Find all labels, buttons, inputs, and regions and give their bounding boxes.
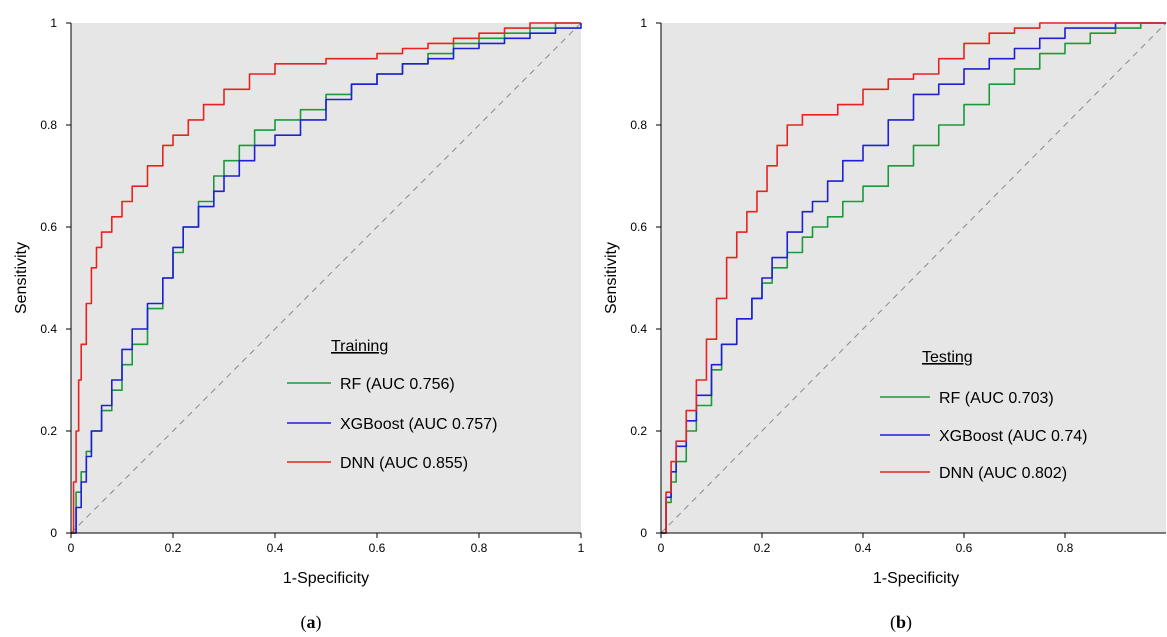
- y-tick-label-b-5: 1: [640, 16, 647, 30]
- series-line-a-3: [71, 22, 581, 534]
- x-tick-label-a-2: 0.4: [267, 541, 284, 555]
- y-tick-label-b-3: 0.6: [630, 220, 647, 234]
- x-tick-label-a-4: 0.8: [471, 541, 488, 555]
- y-ticks-b: 0 0.2 0.4 0.6 0.8 1: [630, 16, 661, 540]
- legend-a: RF (AUC 0.756) XGBoost (AUC 0.757) DNN (AU…: [287, 376, 497, 472]
- y-tick-label-a-3: 0.6: [40, 220, 57, 234]
- y-tick-label-b-4: 0.8: [630, 118, 647, 132]
- x-tick-label-a-1: 0.2: [165, 541, 182, 555]
- series-line-b-2: [661, 22, 1166, 534]
- legend-label-b-3: DNN (AUC 0.802): [939, 465, 1067, 482]
- x-tick-label-a-5: 1: [578, 541, 585, 555]
- x-axis-title-b: 1-Specificity: [873, 570, 959, 587]
- legend-label-b-1: RF (AUC 0.703): [939, 390, 1054, 407]
- x-tick-label-b-3: 0.6: [956, 541, 973, 555]
- x-tick-label-b-1: 0.2: [754, 541, 771, 555]
- legend-label-a-1: RF (AUC 0.756): [340, 376, 455, 393]
- panel-letter-a: a: [307, 612, 316, 632]
- x-tick-label-b-0: 0: [658, 541, 665, 555]
- y-axis-title-b: Sensitivity: [603, 242, 620, 314]
- y-tick-label-a-2: 0.4: [40, 322, 57, 336]
- panel-label-a: (a): [301, 612, 322, 633]
- x-tick-label-b-4: 0.8: [1057, 541, 1074, 555]
- legend-label-a-2: XGBoost (AUC 0.757): [340, 416, 497, 433]
- series-lines-b: [661, 22, 1166, 534]
- series-line-b-3: [661, 22, 1166, 534]
- y-ticks-a: 0 0.2 0.4 0.6 0.8 1: [40, 16, 71, 540]
- y-tick-label-b-2: 0.4: [630, 322, 647, 336]
- x-tick-label-b-2: 0.4: [855, 541, 872, 555]
- legend-title-b: Testing: [922, 349, 973, 366]
- y-tick-label-a-5: 1: [50, 16, 57, 30]
- y-tick-label-a-1: 0.2: [40, 424, 57, 438]
- y-tick-label-b-1: 0.2: [630, 424, 647, 438]
- y-tick-label-a-4: 0.8: [40, 118, 57, 132]
- panel-label-b: (b): [890, 612, 912, 633]
- series-lines-a: [71, 22, 582, 534]
- x-ticks-a: 0 0.2 0.4 0.6 0.8 1: [68, 533, 585, 555]
- legend-label-a-3: DNN (AUC 0.855): [340, 455, 468, 472]
- panel-a-chart: 0 0.2 0.4 0.6 0.8 1 0 0.2 0.4 0.6 0.8 1 1-Specific…: [13, 16, 585, 633]
- x-ticks-b: 0 0.2 0.4 0.6 0.8: [658, 533, 1074, 555]
- x-tick-label-a-0: 0: [68, 541, 75, 555]
- y-tick-label-b-0: 0: [640, 526, 647, 540]
- x-tick-label-a-3: 0.6: [369, 541, 386, 555]
- panel-b-chart: 0 0.2 0.4 0.6 0.8 0 0.2 0.4 0.6 0.8 1 1-Specifici…: [603, 16, 1167, 633]
- series-line-a-2: [71, 23, 582, 534]
- y-axis-title-a: Sensitivity: [13, 242, 30, 314]
- x-axis-title-a: 1-Specificity: [283, 570, 369, 587]
- legend-b: RF (AUC 0.703) XGBoost (AUC 0.74) DNN (AUC…: [880, 390, 1088, 482]
- panel-letter-b: b: [896, 612, 906, 632]
- legend-label-b-2: XGBoost (AUC 0.74): [939, 428, 1088, 445]
- legend-title-a: Training: [331, 338, 388, 355]
- chance-diagonal-b: [660, 22, 1167, 534]
- y-tick-label-a-0: 0: [50, 526, 57, 540]
